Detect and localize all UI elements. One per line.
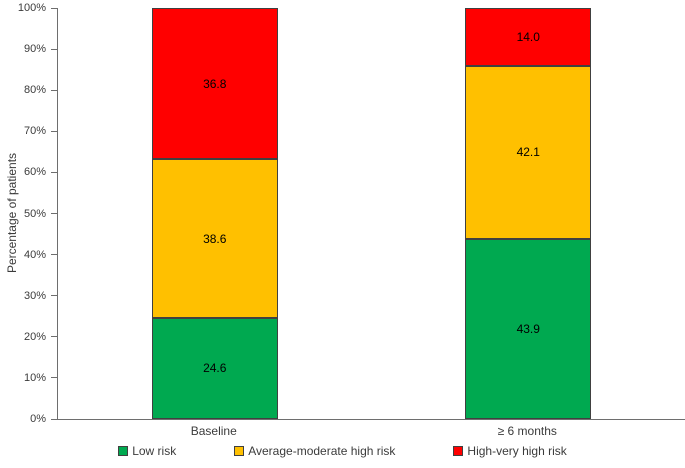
y-axis-tick-label: 60% (23, 166, 46, 179)
y-axis-tick-mark (51, 130, 57, 132)
y-axis-tick-label: 90% (23, 43, 46, 56)
y-axis-tick-label: 100% (17, 2, 46, 14)
y-axis-tick-mark (51, 295, 57, 297)
y-axis-tick-label: 80% (23, 84, 46, 97)
y-axis-tick-label: 70% (23, 125, 46, 138)
y-axis-tick-mark (51, 213, 57, 214)
y-axis-tick-label: 30% (23, 289, 46, 302)
legend-swatch-icon (234, 446, 245, 456)
data-label: 42.1 (516, 145, 540, 160)
legend-item: Low risk (118, 444, 176, 458)
y-axis-tick-mark (51, 418, 57, 420)
legend-label: High-very high risk (467, 444, 567, 458)
legend-swatch-icon (453, 446, 464, 456)
legend-swatch-icon (118, 446, 129, 456)
bar-segment: 24.6 (151, 317, 278, 419)
stacked-bar-followup: 43.9 42.1 14.0 (465, 8, 592, 419)
legend-item: Average-moderate high risk (234, 444, 395, 458)
bar-segment: 14.0 (465, 8, 592, 66)
y-axis-tick-mark (51, 336, 57, 338)
x-axis-category-label: Baseline (190, 424, 237, 438)
y-axis-title: Percentage of patients (5, 152, 19, 274)
bar-segment: 36.8 (151, 8, 278, 160)
legend-item: High-very high risk (453, 444, 567, 458)
legend-label: Low risk (132, 444, 177, 458)
legend-label: Average-moderate high risk (248, 444, 396, 458)
bar-segment: 43.9 (465, 238, 592, 419)
bar-segment: 38.6 (151, 159, 278, 318)
y-axis-tick-label: 10% (23, 371, 46, 384)
y-axis-tick-mark (51, 89, 57, 91)
stacked-bar-baseline: 24.6 38.6 36.8 (151, 8, 278, 419)
y-axis-tick-label: 50% (23, 207, 46, 220)
data-label: 36.8 (203, 76, 227, 91)
y-axis-tick-mark (51, 377, 57, 379)
legend: Low risk Average-moderate high risk High-v… (0, 444, 685, 458)
plot-area: 0% 10% 20% 30% 40% 50% 60% 70% 80% 90% 100% 24.6 38.… (18, 2, 685, 425)
y-axis-tick-label: 0% (30, 413, 46, 425)
data-label: 14.0 (516, 29, 540, 44)
data-label: 43.9 (516, 321, 540, 336)
y-axis-tick-mark (51, 254, 57, 256)
data-label: 38.6 (203, 231, 227, 246)
y-axis-tick-mark (51, 7, 57, 9)
y-axis-tick-mark (51, 48, 57, 50)
bar-segment: 42.1 (465, 65, 592, 239)
y-axis-tick-label: 20% (23, 330, 46, 343)
data-label: 24.6 (203, 361, 227, 376)
y-axis-tick-mark (51, 171, 57, 173)
x-axis-category-label: ≥ 6 months (497, 424, 557, 438)
y-axis-tick-label: 40% (23, 248, 46, 261)
